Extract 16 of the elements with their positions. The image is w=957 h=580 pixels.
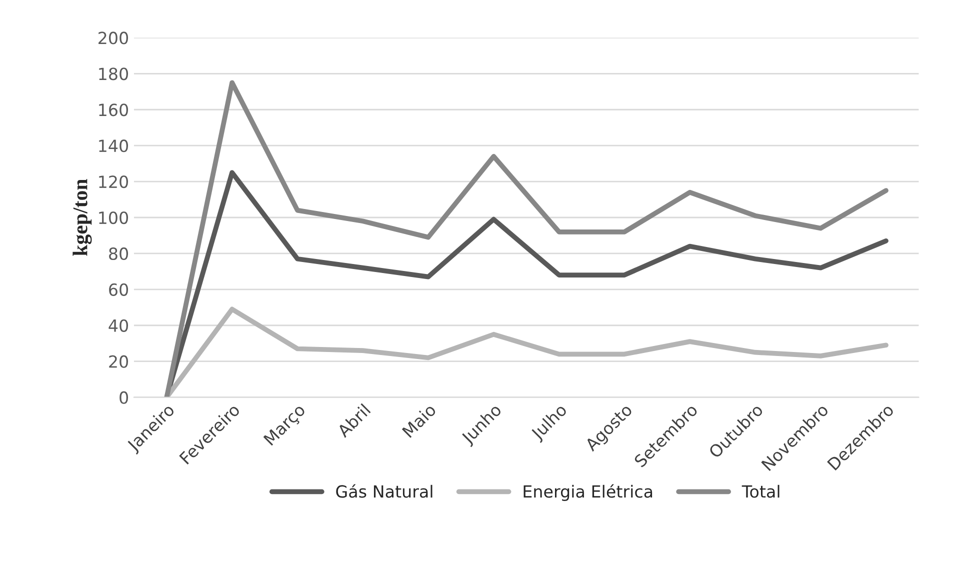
legend-label: Gás Natural <box>336 484 432 498</box>
legend-label: Energia Elétrica <box>524 484 652 502</box>
y-tick-label: 100 <box>99 211 128 224</box>
line-series <box>164 80 888 398</box>
y-tick-label: 80 <box>109 247 128 260</box>
y-tick-label: 140 <box>99 140 128 152</box>
y-tick-label: 120 <box>99 176 128 188</box>
y-tick-label: 180 <box>99 68 128 80</box>
y-tick-label: 60 <box>109 283 128 296</box>
y-tick-label: 20 <box>109 355 128 368</box>
legend-label: Total <box>742 484 780 498</box>
y-axis-title: kgep/ton <box>72 179 92 256</box>
y-tick-label: 160 <box>99 104 128 116</box>
y-tick-label: 200 <box>98 32 128 44</box>
y-tick-label: 40 <box>108 319 128 332</box>
y-tick-label: 0 <box>120 391 128 404</box>
